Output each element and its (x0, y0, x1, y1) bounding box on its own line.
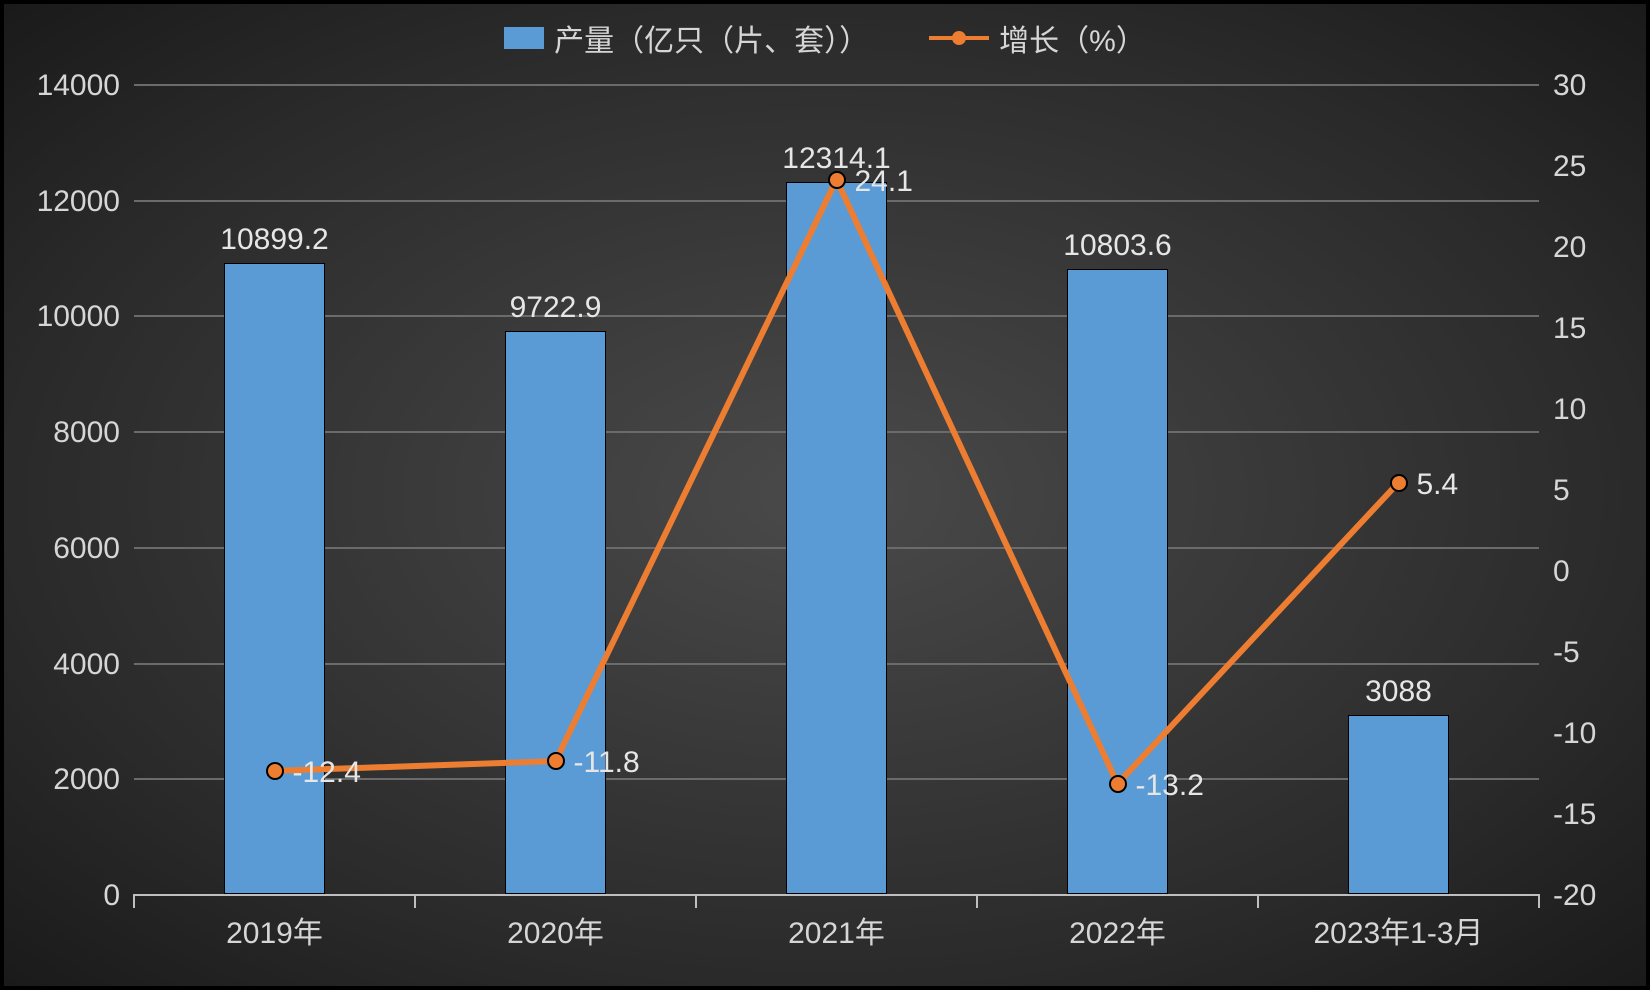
line-marker (266, 762, 284, 780)
x-tick-mark (414, 894, 416, 908)
x-tick-mark (133, 894, 135, 908)
y1-tick-label: 2000 (53, 763, 120, 797)
line-value-label: -11.8 (574, 746, 640, 780)
legend: 产量（亿只（片、套）） 增长（%） (4, 16, 1646, 60)
y2-tick-label: 5 (1553, 474, 1570, 508)
line-marker (828, 171, 846, 189)
line-value-label: 5.4 (1417, 468, 1459, 502)
y2-tick-label: -5 (1553, 636, 1580, 670)
x-category-label: 2022年 (1069, 908, 1166, 952)
line-value-label: -13.2 (1136, 769, 1204, 803)
y2-tick-label: 0 (1553, 555, 1570, 589)
line-value-label: -12.4 (293, 756, 361, 790)
y2-tick-label: 30 (1553, 69, 1586, 103)
combo-chart: 产量（亿只（片、套）） 增长（%） 0200040006000800010000… (0, 0, 1650, 990)
y2-tick-label: 20 (1553, 231, 1586, 265)
x-tick-mark (1538, 894, 1540, 908)
y1-tick-label: 10000 (37, 300, 120, 334)
y2-tick-label: 10 (1553, 393, 1586, 427)
y1-tick-label: 14000 (37, 69, 120, 103)
y2-tick-label: 25 (1553, 150, 1586, 184)
x-category-label: 2023年1-3月 (1313, 908, 1483, 952)
line-marker (1109, 775, 1127, 793)
x-category-label: 2020年 (507, 908, 604, 952)
x-tick-mark (1257, 894, 1259, 908)
y2-tick-label: -10 (1553, 717, 1596, 751)
x-category-label: 2019年 (226, 908, 323, 952)
legend-line-label: 增长（%） (999, 16, 1146, 60)
y1-tick-label: 12000 (37, 185, 120, 219)
line-value-label: 24.1 (855, 165, 913, 199)
y2-tick-label: 15 (1553, 312, 1586, 346)
y1-tick-label: 8000 (53, 416, 120, 450)
legend-bar-label: 产量（亿只（片、套）） (554, 16, 869, 60)
y1-tick-label: 4000 (53, 648, 120, 682)
legend-item-line: 增长（%） (929, 16, 1146, 60)
y1-tick-label: 6000 (53, 532, 120, 566)
line-marker (547, 752, 565, 770)
x-category-label: 2021年 (788, 908, 885, 952)
legend-line-marker (952, 31, 966, 45)
legend-item-bar: 产量（亿只（片、套）） (504, 16, 869, 60)
x-tick-mark (695, 894, 697, 908)
y2-tick-label: -20 (1553, 879, 1596, 913)
legend-line-swatch (929, 27, 989, 49)
x-tick-mark (976, 894, 978, 908)
plot-area: 02000400060008000100001200014000-20-15-1… (134, 84, 1539, 894)
legend-bar-swatch (504, 27, 544, 49)
line-marker (1390, 474, 1408, 492)
x-axis-line (134, 894, 1539, 896)
y2-tick-label: -15 (1553, 798, 1596, 832)
y1-tick-label: 0 (103, 879, 120, 913)
